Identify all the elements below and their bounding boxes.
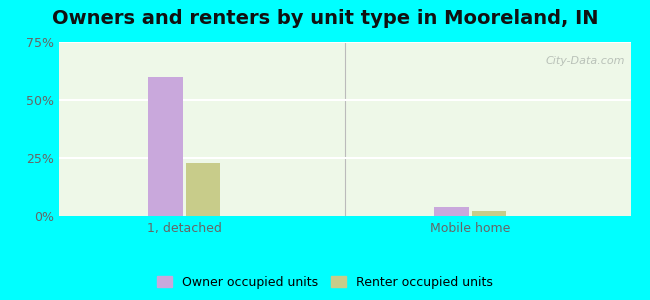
Text: Owners and renters by unit type in Mooreland, IN: Owners and renters by unit type in Moore… bbox=[52, 9, 598, 28]
Bar bbox=[434, 207, 469, 216]
Bar bbox=[148, 77, 183, 216]
Text: City-Data.com: City-Data.com bbox=[545, 56, 625, 66]
Bar bbox=[472, 212, 506, 216]
Bar bbox=[186, 163, 220, 216]
Legend: Owner occupied units, Renter occupied units: Owner occupied units, Renter occupied un… bbox=[152, 271, 498, 294]
